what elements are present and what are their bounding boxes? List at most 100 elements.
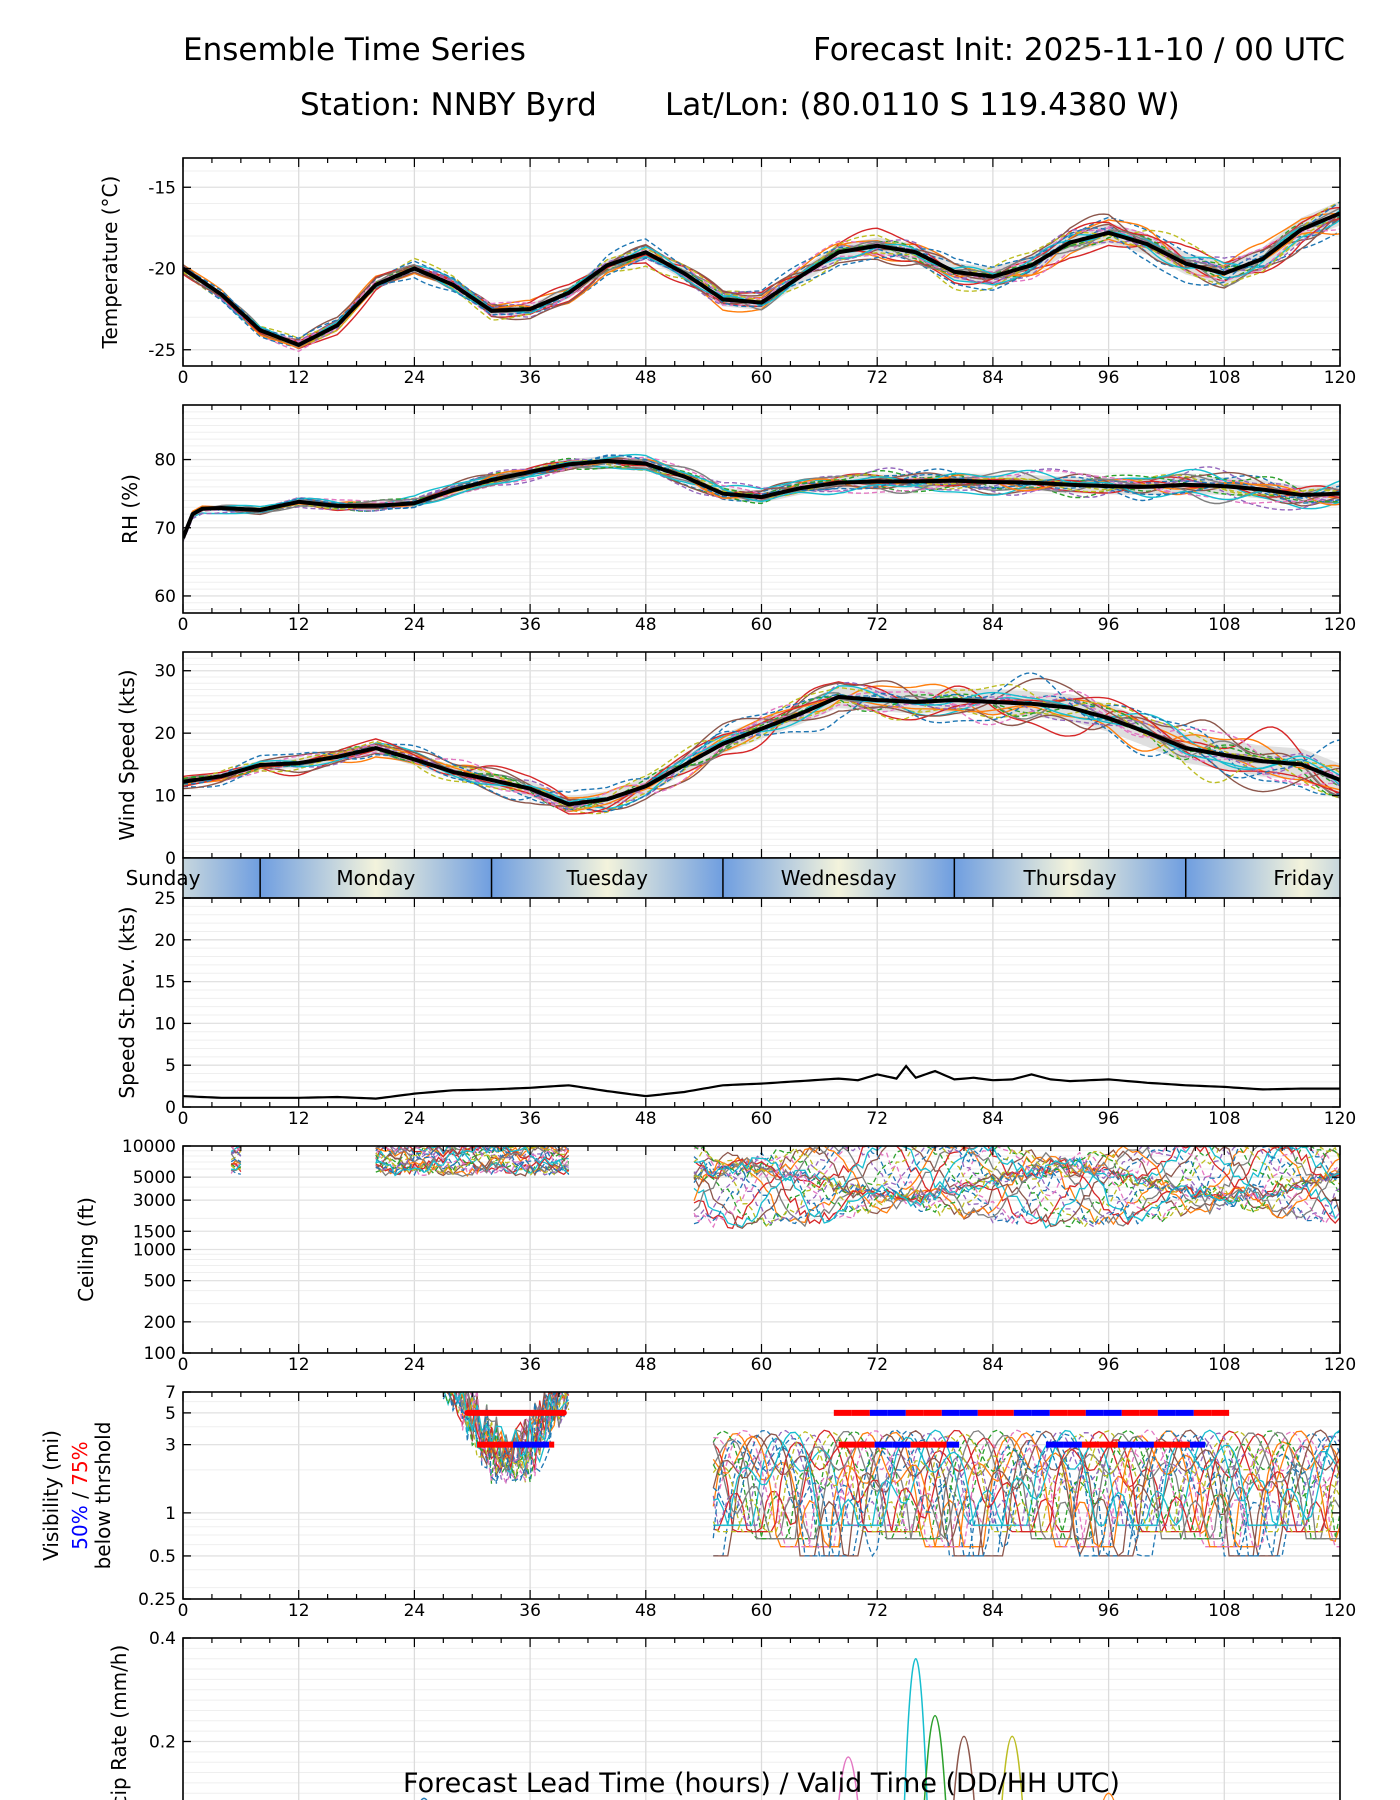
x-tick-label: 48 xyxy=(635,1601,657,1621)
y-axis-label: Speed St.Dev. (kts) xyxy=(115,906,139,1098)
y-tick-label: 500 xyxy=(144,1272,176,1292)
y-axis-label: Wind Speed (kts) xyxy=(115,669,139,840)
y-tick-label: 10000 xyxy=(122,1137,176,1157)
x-tick-label: 108 xyxy=(1208,1601,1240,1621)
x-tick-label: 12 xyxy=(288,368,310,388)
x-tick-label: 36 xyxy=(519,615,541,635)
member-line xyxy=(453,1392,1340,1526)
plot-area-wind xyxy=(183,672,1340,815)
plot-area-rh xyxy=(183,453,1340,542)
y-tick-label: 0.5 xyxy=(149,1547,176,1567)
x-tick-label: 84 xyxy=(982,615,1004,635)
member-line xyxy=(183,693,1340,813)
x-tick-label: 12 xyxy=(288,615,310,635)
x-tick-label: 84 xyxy=(982,1109,1004,1129)
y-tick-label: 1500 xyxy=(133,1222,176,1242)
x-tick-label: 120 xyxy=(1324,1601,1356,1621)
day-band xyxy=(183,858,261,898)
y-tick-label: 10 xyxy=(154,787,176,807)
y-tick-label: 80 xyxy=(154,451,176,471)
y-tick-label: 5 xyxy=(165,1056,176,1076)
day-label: Thursday xyxy=(1023,866,1117,890)
panel-visibility: 75 3 1 0.5 0.250 12 24 36 48 60 72 84 96 108 120 Visibi… xyxy=(39,1383,1356,1621)
y-axis-label-percent: 50% / 75% xyxy=(68,1441,92,1549)
mean-points xyxy=(183,213,1340,345)
panel-wind: 30 20 10 0 Wind Speed (kts) xyxy=(115,651,1341,869)
plot-area-temperature xyxy=(183,201,1340,353)
member-line xyxy=(183,672,1340,801)
label-50-percent: 50% xyxy=(68,1505,92,1549)
x-tick-label: 120 xyxy=(1324,1109,1356,1129)
y-tick-label: -20 xyxy=(148,260,176,280)
y-tick-label: 20 xyxy=(154,724,176,744)
y-tick-label: 1000 xyxy=(133,1241,176,1261)
title-left: Ensemble Time Series xyxy=(183,32,526,68)
x-tick-label: 108 xyxy=(1208,368,1240,388)
day-label: Sunday xyxy=(126,866,201,890)
precip-peak xyxy=(838,1756,859,1800)
y-tick-label: 5 xyxy=(165,1404,176,1424)
x-tick-label: 60 xyxy=(751,368,773,388)
x-tick-label: 48 xyxy=(635,1109,657,1129)
mean-points xyxy=(183,460,1340,539)
label-75-percent: 75% xyxy=(68,1441,92,1485)
x-tick-label: 60 xyxy=(751,1109,773,1129)
title-right: Forecast Init: 2025-11-10 / 00 UTC xyxy=(813,32,1345,68)
x-tick-label: 108 xyxy=(1208,1109,1240,1129)
member-line xyxy=(230,1146,1340,1229)
panel-precip: 0.40.20.00122436486072849610812010/0010/… xyxy=(107,1629,1341,1800)
member-line xyxy=(230,1146,1340,1219)
x-tick-label: 96 xyxy=(1098,1109,1120,1129)
precip-peak xyxy=(1001,1735,1024,1800)
x-tick-label: 72 xyxy=(866,1109,888,1129)
day-label: Friday xyxy=(1273,866,1334,890)
day-label: Tuesday xyxy=(566,866,649,890)
day-band xyxy=(954,858,1186,898)
panel-speed_stdev: 25 20 15 10 5 00 12 24 36 48 60 72 84 96 108 120 Speed S… xyxy=(115,889,1356,1129)
x-tick-label: 12 xyxy=(288,1355,310,1375)
day-band xyxy=(722,858,955,898)
precip-peak xyxy=(953,1735,975,1800)
y-axis-label: Visibility (mi) xyxy=(39,1430,63,1561)
member-line xyxy=(183,689,1340,812)
y-axis-label: RH (%) xyxy=(118,474,142,544)
x-axis-label: Forecast Lead Time (hours) / Valid Time … xyxy=(403,1768,1120,1799)
x-tick-label: 84 xyxy=(982,1601,1004,1621)
precip-peak xyxy=(923,1715,947,1800)
member-line xyxy=(183,694,1340,810)
precip-peak xyxy=(1102,1792,1115,1800)
member-line xyxy=(230,1146,1340,1224)
x-tick-label: 96 xyxy=(1098,1601,1120,1621)
x-tick-label: 120 xyxy=(1324,368,1356,388)
member-line xyxy=(183,691,1340,809)
member-line xyxy=(230,1146,1340,1226)
plot-area-visibility xyxy=(442,1392,1340,1558)
x-tick-label: 36 xyxy=(519,368,541,388)
x-tick-label: 12 xyxy=(288,1109,310,1129)
x-tick-label: 24 xyxy=(404,1601,426,1621)
y-tick-label: 0.25 xyxy=(138,1590,176,1610)
spread-band xyxy=(183,686,1340,813)
panel-temperature: -15 -20 -250 12 24 36 48 60 72 84 96 108 120 Temperat… xyxy=(98,157,1356,388)
x-tick-label: 120 xyxy=(1324,1355,1356,1375)
x-tick-label: 60 xyxy=(751,1355,773,1375)
x-tick-label: 60 xyxy=(751,615,773,635)
precip-peak xyxy=(903,1657,928,1800)
y-tick-label: 200 xyxy=(144,1313,176,1333)
member-lines xyxy=(442,1392,1340,1558)
x-tick-label: 0 xyxy=(178,615,189,635)
x-tick-label: 108 xyxy=(1208,1355,1240,1375)
x-tick-label: 96 xyxy=(1098,615,1120,635)
y-tick-label: 7 xyxy=(165,1383,176,1403)
day-label: Monday xyxy=(336,866,415,890)
y-tick-label: 60 xyxy=(154,587,176,607)
title-station: Station: NNBY Byrd xyxy=(300,87,597,123)
title-latlon: Lat/Lon: (80.0110 S 119.4380 W) xyxy=(665,87,1180,123)
y-axis-label: Temperature (°C) xyxy=(98,176,122,350)
x-tick-label: 36 xyxy=(519,1355,541,1375)
member-line xyxy=(445,1392,1340,1558)
y-axis-label: Precip Rate (mm/h) xyxy=(107,1645,131,1800)
